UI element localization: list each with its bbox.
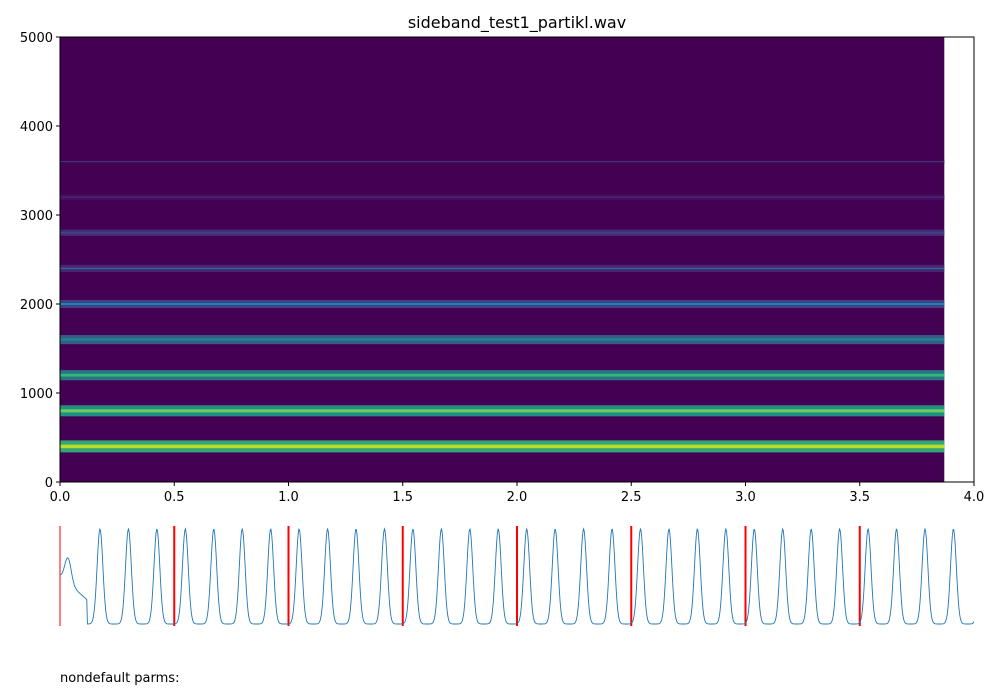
x-tick-label: 1.0	[278, 490, 299, 505]
spectrogram-panel: sideband_test1_partikl.wav 0.0 0.5 1.0 1.5 2…	[20, 13, 984, 505]
harmonic-bands	[60, 159, 945, 453]
x-axis-ticks: 0.0 0.5 1.0 1.5 2.0 2.5 3.0 3.5 4.0	[50, 482, 985, 505]
x-tick-label: 3.0	[735, 490, 756, 505]
y-tick-label: 1000	[20, 387, 53, 402]
envelope-line	[59, 527, 975, 625]
x-tick-label: 4.0	[964, 490, 985, 505]
x-tick-label: 1.5	[392, 490, 413, 505]
harmonic-band	[60, 373, 945, 377]
footer-text: nondefault parms:	[60, 671, 179, 686]
harmonic-band	[60, 444, 945, 449]
y-tick-label: 5000	[20, 31, 53, 46]
y-tick-label: 3000	[20, 209, 53, 224]
harmonic-band	[60, 409, 945, 413]
harmonic-band	[60, 232, 945, 234]
x-tick-label: 2.5	[621, 490, 642, 505]
y-axis-ticks: 0 1000 2000 3000 4000 5000	[20, 31, 60, 491]
y-tick-label: 0	[45, 476, 53, 491]
harmonic-band	[60, 338, 945, 341]
y-tick-label: 4000	[20, 120, 53, 135]
y-tick-label: 2000	[20, 298, 53, 313]
harmonic-band	[60, 303, 945, 305]
x-tick-label: 0.5	[164, 490, 185, 505]
harmonic-band	[60, 267, 945, 270]
x-tick-label: 2.0	[507, 490, 528, 505]
x-tick-label: 0.0	[50, 490, 71, 505]
harmonic-band	[60, 161, 945, 163]
envelope-panel	[59, 526, 975, 626]
x-tick-label: 3.5	[849, 490, 870, 505]
chart-title: sideband_test1_partikl.wav	[408, 13, 626, 33]
harmonic-band	[60, 196, 945, 198]
marker-lines	[59, 526, 861, 626]
